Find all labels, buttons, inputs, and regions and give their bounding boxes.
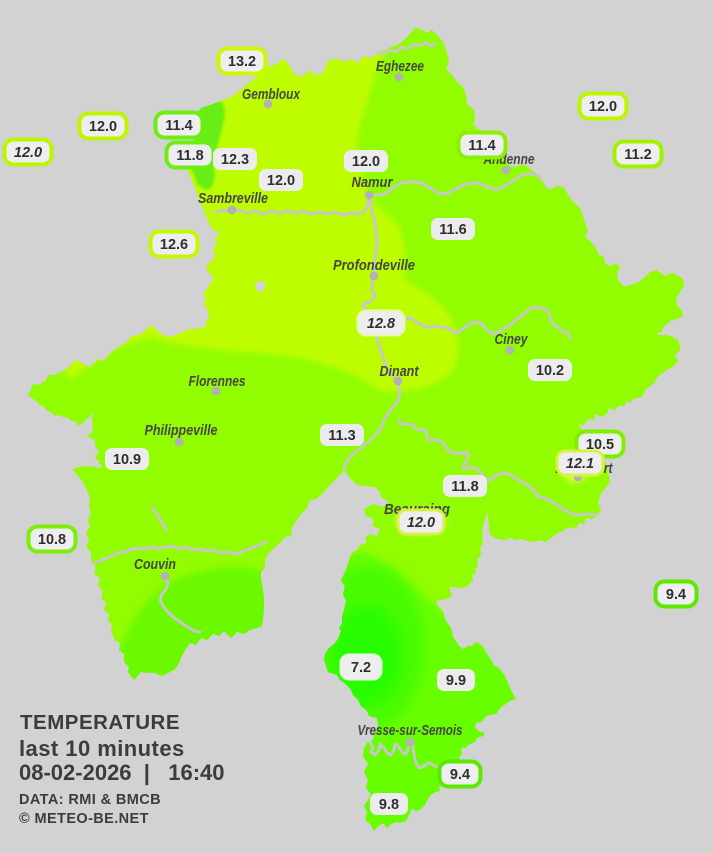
svg-text:10.8: 10.8 [38, 532, 66, 548]
svg-text:12.0: 12.0 [267, 173, 295, 189]
svg-text:12.0: 12.0 [352, 154, 380, 170]
svg-text:10.5: 10.5 [586, 437, 614, 453]
svg-text:12.0: 12.0 [407, 515, 435, 531]
svg-text:12.0: 12.0 [89, 119, 117, 135]
svg-text:TEMPERATURE: TEMPERATURE [20, 711, 180, 734]
svg-text:Gembloux: Gembloux [242, 87, 301, 103]
svg-text:13.2: 13.2 [228, 54, 256, 70]
svg-text:Ciney: Ciney [495, 332, 529, 348]
svg-text:9.9: 9.9 [446, 673, 466, 689]
svg-text:11.8: 11.8 [176, 148, 203, 164]
svg-text:Sambreville: Sambreville [198, 191, 268, 207]
svg-text:12.1: 12.1 [566, 456, 594, 472]
svg-text:10.9: 10.9 [113, 452, 141, 468]
svg-text:11.3: 11.3 [328, 428, 355, 444]
svg-text:7.2: 7.2 [351, 660, 371, 676]
svg-text:9.4: 9.4 [450, 767, 470, 783]
svg-text:12.0: 12.0 [589, 99, 617, 115]
svg-text:Eghezee: Eghezee [376, 59, 424, 75]
svg-text:Profondeville: Profondeville [333, 258, 415, 274]
svg-text:Couvin: Couvin [134, 557, 176, 573]
svg-text:last 10 minutes: last 10 minutes [19, 736, 185, 761]
svg-text:11.6: 11.6 [439, 222, 466, 238]
svg-text:Namur: Namur [352, 175, 394, 191]
svg-text:11.2: 11.2 [624, 147, 651, 163]
svg-text:9.4: 9.4 [666, 587, 686, 603]
svg-text:11.4: 11.4 [165, 118, 192, 134]
svg-text:© METEO-BE.NET: © METEO-BE.NET [19, 811, 149, 827]
svg-text:Philippeville: Philippeville [145, 423, 218, 439]
svg-text:11.4: 11.4 [468, 138, 495, 154]
svg-text:12.3: 12.3 [221, 152, 249, 168]
svg-text:9.8: 9.8 [379, 797, 399, 813]
svg-text:Vresse-sur-Semois: Vresse-sur-Semois [358, 723, 463, 739]
svg-text:10.2: 10.2 [536, 363, 564, 379]
svg-text:11.8: 11.8 [451, 479, 478, 495]
svg-text:12.8: 12.8 [367, 316, 396, 332]
svg-text:DATA: RMI & BMCB: DATA: RMI & BMCB [19, 792, 161, 808]
svg-text:12.0: 12.0 [14, 145, 42, 161]
svg-text:08-02-2026 | 16:40: 08-02-2026 | 16:40 [19, 760, 225, 785]
svg-text:Dinant: Dinant [380, 364, 420, 380]
svg-text:12.6: 12.6 [160, 237, 188, 253]
svg-text:Florennes: Florennes [189, 374, 246, 390]
